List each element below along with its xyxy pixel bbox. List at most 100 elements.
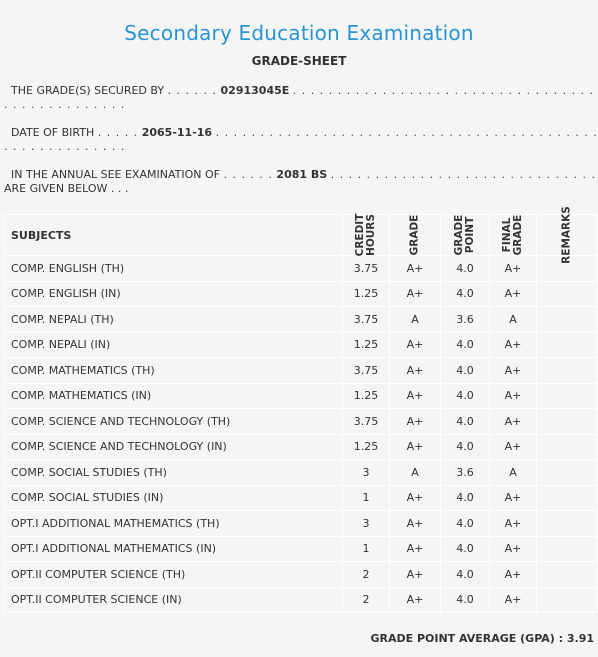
grade-cell: A+ bbox=[389, 535, 441, 562]
final-grade-cell: A+ bbox=[489, 280, 537, 307]
credit-hours-cell: 3 bbox=[342, 510, 390, 537]
grade-point-cell: 4.0 bbox=[440, 484, 490, 511]
table-row: COMP. ENGLISH (TH) 3.75 A+ 4.0 A+ bbox=[4, 255, 598, 282]
subject-cell: OPT.II COMPUTER SCIENCE (TH) bbox=[4, 561, 343, 588]
credit-hours-cell: 2 bbox=[342, 561, 390, 588]
grade-header: GRADE bbox=[389, 214, 441, 256]
final-grade-cell: A+ bbox=[489, 382, 537, 409]
grade-cell: A+ bbox=[389, 280, 441, 307]
credit-hours-cell: 3.75 bbox=[342, 306, 390, 333]
grade-cell: A+ bbox=[389, 408, 441, 435]
grade-cell: A+ bbox=[389, 561, 441, 588]
remarks-cell bbox=[536, 357, 598, 384]
final-grade-cell: A+ bbox=[489, 561, 537, 588]
remarks-cell bbox=[536, 510, 598, 537]
subject-cell: COMP. SCIENCE AND TECHNOLOGY (TH) bbox=[4, 408, 343, 435]
page-title: Secondary Education Examination bbox=[124, 21, 474, 45]
final-grade-header: FINAL GRADE bbox=[489, 214, 537, 256]
credit-hours-cell: 2 bbox=[342, 586, 390, 613]
final-grade-cell: A+ bbox=[489, 535, 537, 562]
subject-cell: COMP. MATHEMATICS (IN) bbox=[4, 382, 343, 409]
grade-point-cell: 4.0 bbox=[440, 255, 490, 282]
subject-cell: OPT.I ADDITIONAL MATHEMATICS (IN) bbox=[4, 535, 343, 562]
subject-cell: COMP. SCIENCE AND TECHNOLOGY (IN) bbox=[4, 433, 343, 460]
credit-hours-cell: 3.75 bbox=[342, 408, 390, 435]
final-grade-cell: A+ bbox=[489, 357, 537, 384]
remarks-cell bbox=[536, 408, 598, 435]
table-row: COMP. ENGLISH (IN) 1.25 A+ 4.0 A+ bbox=[4, 280, 598, 307]
table-row: OPT.I ADDITIONAL MATHEMATICS (IN) 1 A+ 4.0 A… bbox=[4, 535, 598, 562]
credit-hours-cell: 1.25 bbox=[342, 382, 390, 409]
grade-cell: A+ bbox=[389, 433, 441, 460]
grade-point-header: GRADE POINT bbox=[440, 214, 490, 256]
dob-line: DATE OF BIRTH . . . . . 2065-11-16 . . .… bbox=[11, 126, 598, 139]
final-grade-cell: A+ bbox=[489, 510, 537, 537]
final-grade-cell: A+ bbox=[489, 331, 537, 358]
table-row: COMP. NEPALI (TH) 3.75 A 3.6 A bbox=[4, 306, 598, 333]
given-below: ARE GIVEN BELOW . . . bbox=[4, 182, 129, 195]
remarks-cell bbox=[536, 382, 598, 409]
gpa-summary: GRADE POINT AVERAGE (GPA) : 3.91 bbox=[370, 632, 594, 645]
grade-point-cell: 4.0 bbox=[440, 510, 490, 537]
grade-point-cell: 4.0 bbox=[440, 357, 490, 384]
grade-point-cell: 4.0 bbox=[440, 280, 490, 307]
remarks-cell bbox=[536, 331, 598, 358]
final-grade-cell: A bbox=[489, 306, 537, 333]
subject-cell: COMP. ENGLISH (IN) bbox=[4, 280, 343, 307]
grade-point-cell: 4.0 bbox=[440, 586, 490, 613]
credit-hours-cell: 3 bbox=[342, 459, 390, 486]
exam-line: IN THE ANNUAL SEE EXAMINATION OF . . . .… bbox=[11, 168, 598, 181]
subject-cell: OPT.II COMPUTER SCIENCE (IN) bbox=[4, 586, 343, 613]
grade-point-cell: 3.6 bbox=[440, 459, 490, 486]
remarks-cell bbox=[536, 586, 598, 613]
grades-table: SUBJECTS CREDIT HOURS GRADE GRADE POINT FI… bbox=[4, 206, 598, 613]
table-row: OPT.II COMPUTER SCIENCE (TH) 2 A+ 4.0 A+ bbox=[4, 561, 598, 588]
remarks-cell bbox=[536, 459, 598, 486]
credit-hours-header: CREDIT HOURS bbox=[342, 214, 390, 256]
table-row: COMP. SCIENCE AND TECHNOLOGY (TH) 3.75 A+ 4… bbox=[4, 408, 598, 435]
table-row: COMP. SOCIAL STUDIES (IN) 1 A+ 4.0 A+ bbox=[4, 484, 598, 511]
subject-cell: COMP. MATHEMATICS (TH) bbox=[4, 357, 343, 384]
remarks-cell bbox=[536, 280, 598, 307]
table-header-row: SUBJECTS CREDIT HOURS GRADE GRADE POINT FI… bbox=[4, 206, 598, 264]
remarks-cell bbox=[536, 561, 598, 588]
credit-hours-cell: 1.25 bbox=[342, 433, 390, 460]
subject-cell: COMP. SOCIAL STUDIES (IN) bbox=[4, 484, 343, 511]
grade-point-cell: 4.0 bbox=[440, 561, 490, 588]
table-row: COMP. MATHEMATICS (IN) 1.25 A+ 4.0 A+ bbox=[4, 382, 598, 409]
grade-sheet-heading: GRADE-SHEET bbox=[251, 54, 347, 68]
grade-point-cell: 3.6 bbox=[440, 306, 490, 333]
subject-cell: COMP. NEPALI (TH) bbox=[4, 306, 343, 333]
exam-year: 2081 BS bbox=[276, 168, 328, 181]
grade-point-cell: 4.0 bbox=[440, 535, 490, 562]
subject-cell: COMP. SOCIAL STUDIES (TH) bbox=[4, 459, 343, 486]
dob-label: DATE OF BIRTH bbox=[11, 126, 95, 139]
grade-point-cell: 4.0 bbox=[440, 382, 490, 409]
remarks-cell bbox=[536, 433, 598, 460]
table-row: COMP. SOCIAL STUDIES (TH) 3 A 3.6 A bbox=[4, 459, 598, 486]
final-grade-cell: A+ bbox=[489, 433, 537, 460]
gpa-value: 3.91 bbox=[566, 632, 594, 645]
table-row: OPT.I ADDITIONAL MATHEMATICS (TH) 3 A+ 4.0 A… bbox=[4, 510, 598, 537]
final-grade-cell: A bbox=[489, 459, 537, 486]
remarks-cell bbox=[536, 306, 598, 333]
grade-cell: A+ bbox=[389, 357, 441, 384]
remarks-header: REMARKS bbox=[536, 206, 598, 264]
credit-hours-cell: 1.25 bbox=[342, 280, 390, 307]
grade-point-cell: 4.0 bbox=[440, 408, 490, 435]
symbol-number: 02913045E bbox=[220, 84, 290, 97]
dob-value: 2065-11-16 bbox=[141, 126, 213, 139]
secured-by-label: THE GRADE(S) SECURED BY bbox=[11, 84, 165, 97]
remarks-cell bbox=[536, 535, 598, 562]
subject-cell: OPT.I ADDITIONAL MATHEMATICS (TH) bbox=[4, 510, 343, 537]
credit-hours-cell: 1.25 bbox=[342, 331, 390, 358]
grade-cell: A+ bbox=[389, 484, 441, 511]
credit-hours-cell: 3.75 bbox=[342, 357, 390, 384]
final-grade-cell: A+ bbox=[489, 484, 537, 511]
subject-cell: COMP. NEPALI (IN) bbox=[4, 331, 343, 358]
credit-hours-cell: 1 bbox=[342, 484, 390, 511]
grade-cell: A bbox=[389, 459, 441, 486]
grade-cell: A+ bbox=[389, 255, 441, 282]
exam-label: IN THE ANNUAL SEE EXAMINATION OF bbox=[11, 168, 220, 181]
table-row: COMP. SCIENCE AND TECHNOLOGY (IN) 1.25 A+ 4… bbox=[4, 433, 598, 460]
